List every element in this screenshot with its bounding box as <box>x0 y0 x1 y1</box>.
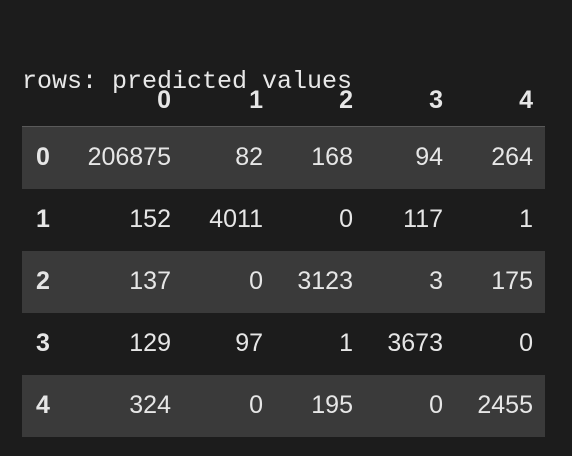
table-row: 4 324 0 195 0 2455 <box>22 374 545 437</box>
table-cell: 324 <box>129 391 171 419</box>
table-cell: 195 <box>311 391 353 419</box>
table-cell: 94 <box>415 143 443 172</box>
row-index: 3 <box>36 329 50 357</box>
table-cell: 137 <box>129 267 171 295</box>
table-cell: 97 <box>235 329 263 357</box>
table-cell: 117 <box>403 205 443 233</box>
row-index: 1 <box>36 205 50 233</box>
table-cell: 4011 <box>209 205 263 233</box>
column-header-1: 1 <box>183 74 275 127</box>
column-header-0: 0 <box>66 74 183 127</box>
table-cell: 0 <box>519 329 533 357</box>
table-cell: 0 <box>249 391 263 419</box>
column-header-3: 3 <box>365 74 455 127</box>
table-cell: 3 <box>429 267 443 295</box>
table-cell: 3123 <box>297 267 353 295</box>
table-cell: 2455 <box>477 391 533 419</box>
table-cell: 264 <box>491 143 533 172</box>
table-cell: 3673 <box>387 329 443 357</box>
row-index: 4 <box>36 391 50 419</box>
table-cell: 0 <box>339 205 353 233</box>
index-header <box>22 74 66 127</box>
table-cell: 175 <box>491 267 533 295</box>
table-row: 0 206875 82 168 94 264 <box>22 126 545 189</box>
table-cell: 168 <box>311 143 353 172</box>
table-cell: 129 <box>129 329 171 357</box>
table-row: 3 129 97 1 3673 0 <box>22 312 545 375</box>
table-cell: 1 <box>339 329 353 357</box>
table-row: 2 137 0 3123 3 175 <box>22 250 545 313</box>
table-cell: 152 <box>129 205 171 233</box>
confusion-matrix-table: 0 1 2 3 4 0 206875 82 168 94 264 1 152 4… <box>22 74 545 437</box>
header-row: 0 1 2 3 4 <box>22 74 545 127</box>
row-index: 2 <box>36 267 50 295</box>
table-cell: 82 <box>235 143 263 172</box>
column-header-2: 2 <box>275 74 365 127</box>
table-cell: 1 <box>519 205 533 233</box>
row-index: 0 <box>36 143 50 172</box>
table-cell: 0 <box>429 391 443 419</box>
column-header-4: 4 <box>455 74 545 127</box>
table-cell: 206875 <box>87 143 171 172</box>
output-line-columns: columns: real label values <box>22 163 413 192</box>
table-cell: 0 <box>249 267 263 295</box>
table-row: 1 152 4011 0 117 1 <box>22 188 545 251</box>
